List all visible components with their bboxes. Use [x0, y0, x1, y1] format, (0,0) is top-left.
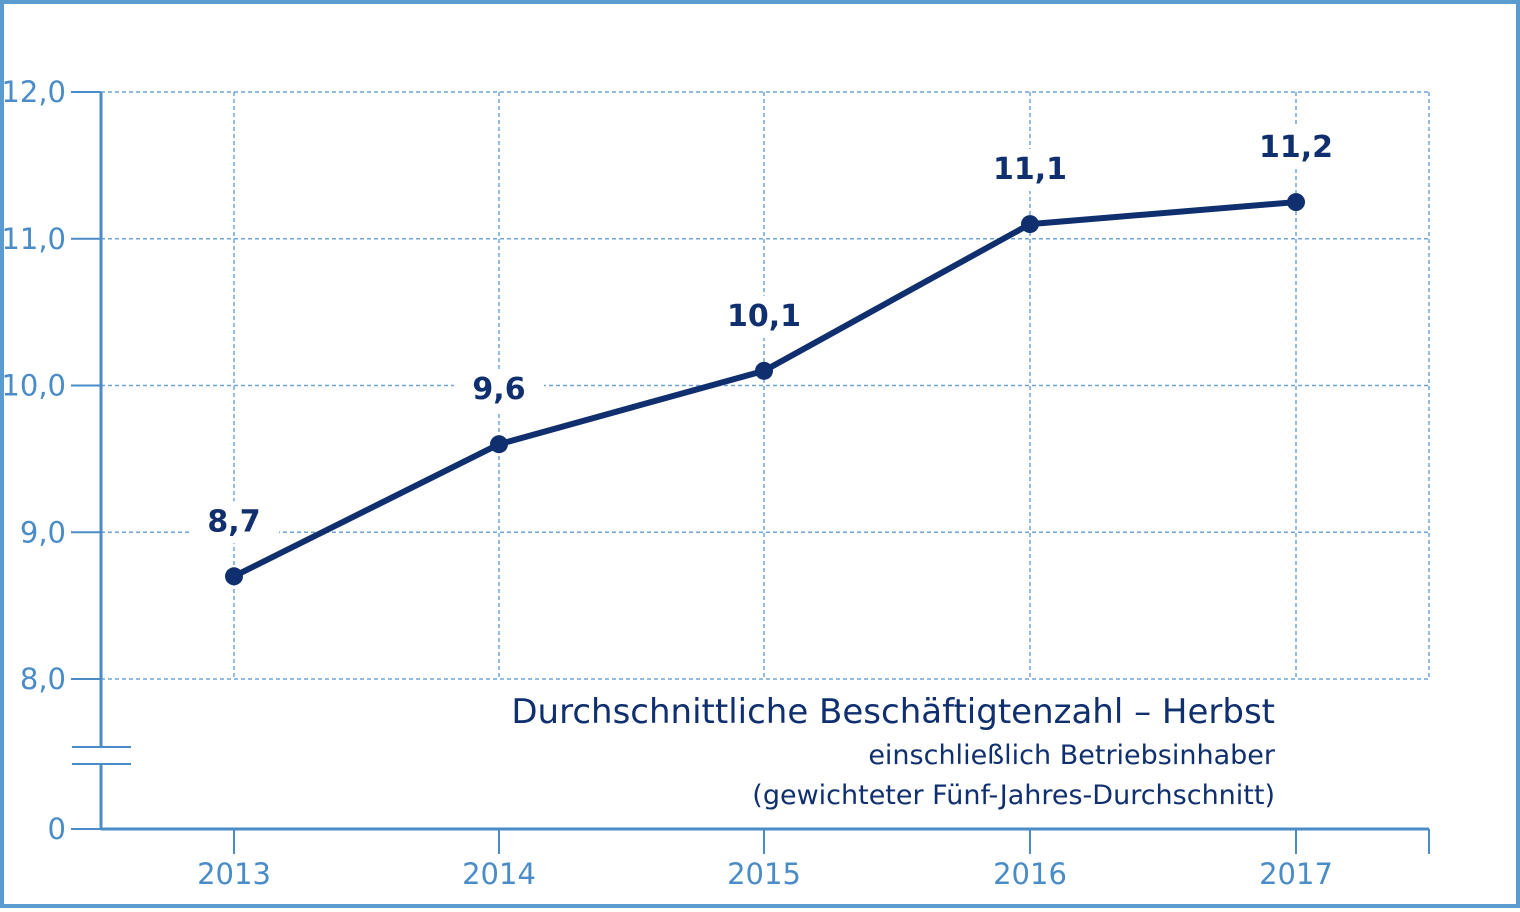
data-label-background — [189, 501, 279, 544]
chart-title: Durchschnittliche Beschäftigtenzahl – He… — [511, 692, 1275, 732]
data-label-background — [719, 295, 809, 338]
x-tick-label: 2013 — [197, 857, 271, 891]
data-point — [490, 435, 508, 454]
data-label-background — [985, 149, 1075, 192]
data-label: 9,6 — [472, 372, 525, 407]
title-block: Durchschnittliche Beschäftigtenzahl – He… — [459, 687, 1284, 817]
title-background — [459, 687, 1284, 817]
data-label-background — [454, 369, 544, 412]
x-axis-ticks: 2013 2014 2015 2016 2017 — [197, 829, 1333, 891]
y-tick-label: 9,0 — [20, 515, 66, 549]
data-series — [225, 193, 1305, 586]
data-point — [1021, 215, 1039, 234]
x-tick-label: 2017 — [1259, 857, 1333, 891]
data-point — [225, 567, 243, 586]
line-chart: 12,0 11,0 10,0 9,0 8,0 0 2013 2014 2015 2016 2017… — [4, 75, 1430, 891]
y-tick-label: 10,0 — [4, 369, 66, 403]
chart-subtitle-line-2: (gewichteter Fünf-Jahres-Durchschnitt) — [752, 780, 1275, 811]
data-label: 11,1 — [993, 152, 1067, 187]
grid-lines — [101, 91, 1430, 680]
data-point — [755, 361, 773, 380]
y-tick-label: 11,0 — [4, 222, 66, 256]
x-tick-label: 2016 — [993, 857, 1067, 891]
x-tick-label: 2014 — [462, 857, 536, 891]
chart-subtitle-line-1: einschließlich Betriebsinhaber — [868, 740, 1276, 771]
data-label: 11,2 — [1259, 130, 1333, 165]
data-point — [1287, 193, 1305, 212]
y-tick-label: 12,0 — [4, 75, 66, 109]
data-labels: 8,7 9,6 10,1 11,1 11,2 — [189, 127, 1341, 544]
data-label: 10,1 — [727, 299, 801, 334]
series-line — [231, 199, 1299, 580]
y-tick-label: 8,0 — [20, 662, 66, 696]
x-tick-label: 2015 — [727, 857, 801, 891]
y-tick-label: 0 — [48, 812, 66, 846]
data-label-background — [1251, 127, 1341, 170]
y-axis-ticks: 12,0 11,0 10,0 9,0 8,0 0 — [4, 75, 101, 846]
data-label: 8,7 — [207, 504, 260, 539]
